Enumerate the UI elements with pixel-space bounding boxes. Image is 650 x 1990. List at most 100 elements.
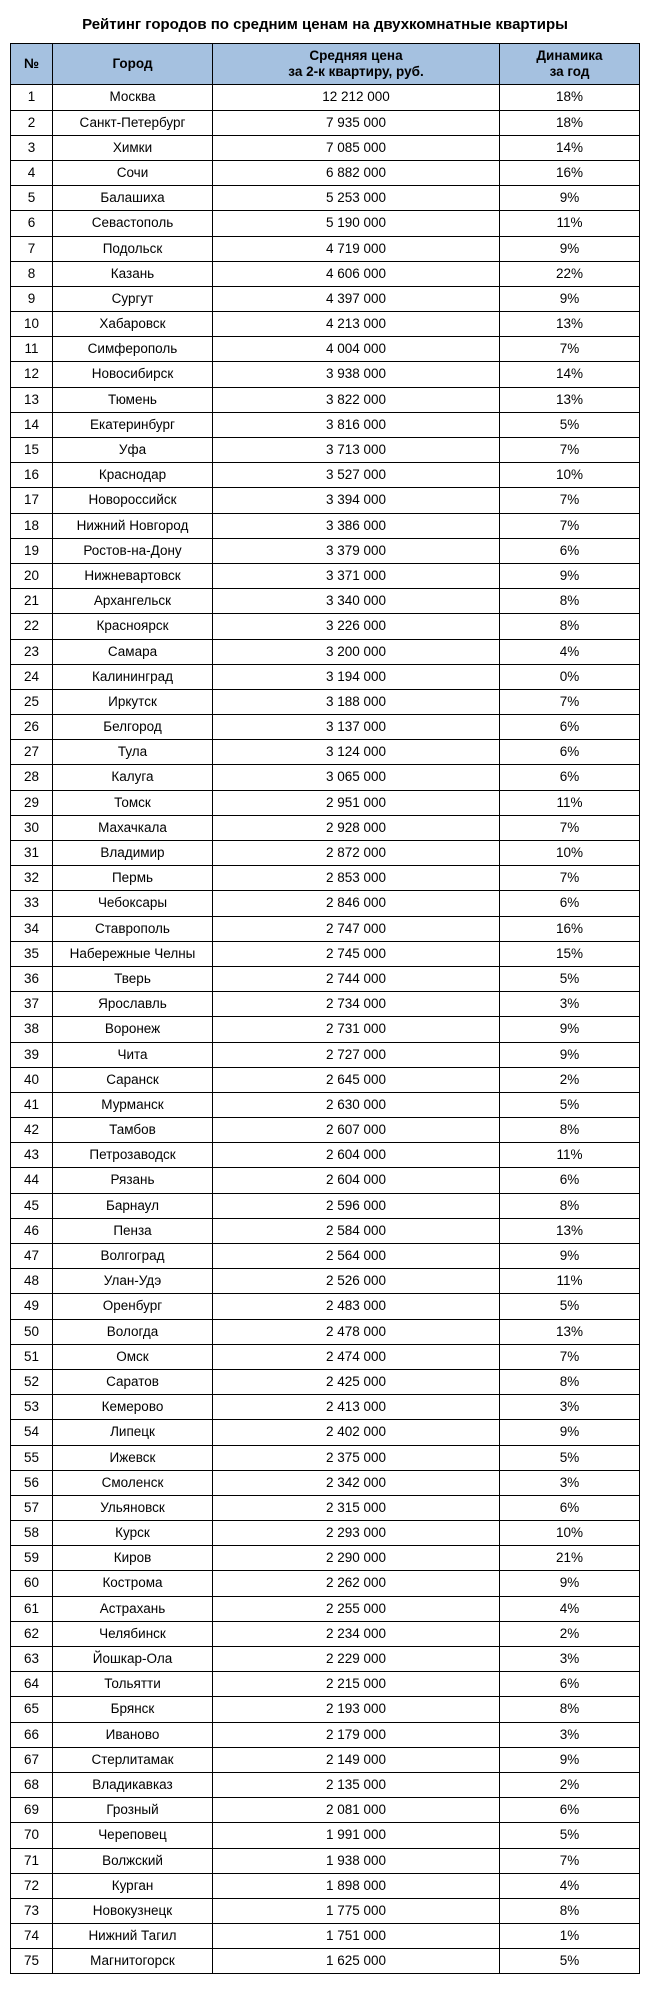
cell-num: 23	[11, 639, 53, 664]
cell-num: 60	[11, 1571, 53, 1596]
cell-num: 26	[11, 715, 53, 740]
cell-dyn: 9%	[500, 1017, 640, 1042]
cell-dyn: 3%	[500, 1470, 640, 1495]
cell-price: 2 607 000	[213, 1118, 500, 1143]
cell-dyn: 18%	[500, 85, 640, 110]
cell-city: Смоленск	[53, 1470, 213, 1495]
table-row: 55Ижевск2 375 0005%	[11, 1445, 640, 1470]
cell-dyn: 6%	[500, 740, 640, 765]
cell-price: 3 386 000	[213, 513, 500, 538]
cell-price: 2 135 000	[213, 1772, 500, 1797]
cell-price: 4 606 000	[213, 261, 500, 286]
table-row: 5Балашиха5 253 0009%	[11, 186, 640, 211]
cell-price: 2 526 000	[213, 1269, 500, 1294]
table-row: 6Севастополь5 190 00011%	[11, 211, 640, 236]
cell-city: Кемерово	[53, 1395, 213, 1420]
cell-city: Ярославль	[53, 992, 213, 1017]
cell-num: 45	[11, 1193, 53, 1218]
table-row: 58Курск2 293 00010%	[11, 1521, 640, 1546]
cell-city: Ставрополь	[53, 916, 213, 941]
cell-price: 2 413 000	[213, 1395, 500, 1420]
table-row: 25Иркутск3 188 0007%	[11, 689, 640, 714]
table-row: 52Саратов2 425 0008%	[11, 1369, 640, 1394]
table-row: 70Череповец1 991 0005%	[11, 1823, 640, 1848]
cell-city: Волгоград	[53, 1244, 213, 1269]
cell-price: 3 713 000	[213, 438, 500, 463]
cell-city: Чита	[53, 1042, 213, 1067]
cell-num: 64	[11, 1672, 53, 1697]
cell-num: 28	[11, 765, 53, 790]
cell-num: 49	[11, 1294, 53, 1319]
cell-price: 2 474 000	[213, 1344, 500, 1369]
cell-price: 3 188 000	[213, 689, 500, 714]
cell-city: Химки	[53, 135, 213, 160]
cell-price: 2 229 000	[213, 1647, 500, 1672]
cell-city: Набережные Челны	[53, 941, 213, 966]
cell-city: Киров	[53, 1546, 213, 1571]
cell-city: Нижний Тагил	[53, 1924, 213, 1949]
cell-dyn: 15%	[500, 941, 640, 966]
table-row: 59Киров2 290 00021%	[11, 1546, 640, 1571]
cell-city: Кострома	[53, 1571, 213, 1596]
cell-dyn: 6%	[500, 715, 640, 740]
table-row: 1Москва12 212 00018%	[11, 85, 640, 110]
cell-num: 44	[11, 1168, 53, 1193]
cell-city: Омск	[53, 1344, 213, 1369]
table-row: 53Кемерово2 413 0003%	[11, 1395, 640, 1420]
cell-price: 6 882 000	[213, 160, 500, 185]
cell-city: Ростов-на-Дону	[53, 538, 213, 563]
table-row: 21Архангельск3 340 0008%	[11, 589, 640, 614]
table-row: 12Новосибирск3 938 00014%	[11, 362, 640, 387]
cell-num: 20	[11, 563, 53, 588]
cell-dyn: 11%	[500, 211, 640, 236]
cell-num: 5	[11, 186, 53, 211]
cell-price: 3 938 000	[213, 362, 500, 387]
cell-num: 51	[11, 1344, 53, 1369]
table-row: 16Краснодар3 527 00010%	[11, 463, 640, 488]
cell-price: 2 747 000	[213, 916, 500, 941]
cell-num: 75	[11, 1949, 53, 1974]
cell-city: Казань	[53, 261, 213, 286]
cell-city: Челябинск	[53, 1621, 213, 1646]
cell-price: 1 938 000	[213, 1848, 500, 1873]
cell-num: 13	[11, 387, 53, 412]
cell-price: 2 872 000	[213, 841, 500, 866]
cell-city: Красноярск	[53, 614, 213, 639]
table-row: 15Уфа3 713 0007%	[11, 438, 640, 463]
cell-num: 42	[11, 1118, 53, 1143]
cell-price: 2 596 000	[213, 1193, 500, 1218]
cell-dyn: 7%	[500, 513, 640, 538]
cell-price: 2 293 000	[213, 1521, 500, 1546]
cell-price: 2 731 000	[213, 1017, 500, 1042]
cell-num: 18	[11, 513, 53, 538]
cell-dyn: 11%	[500, 1269, 640, 1294]
table-row: 65Брянск2 193 0008%	[11, 1697, 640, 1722]
cell-num: 65	[11, 1697, 53, 1722]
cell-price: 12 212 000	[213, 85, 500, 110]
cell-dyn: 6%	[500, 1495, 640, 1520]
cell-dyn: 8%	[500, 1697, 640, 1722]
table-row: 8Казань4 606 00022%	[11, 261, 640, 286]
cell-city: Липецк	[53, 1420, 213, 1445]
cell-dyn: 9%	[500, 1747, 640, 1772]
cell-dyn: 9%	[500, 1420, 640, 1445]
table-row: 18Нижний Новгород3 386 0007%	[11, 513, 640, 538]
cell-price: 3 816 000	[213, 412, 500, 437]
cell-city: Пермь	[53, 866, 213, 891]
cell-city: Магнитогорск	[53, 1949, 213, 1974]
cell-num: 8	[11, 261, 53, 286]
cell-num: 54	[11, 1420, 53, 1445]
cell-city: Улан-Удэ	[53, 1269, 213, 1294]
cell-price: 3 137 000	[213, 715, 500, 740]
cell-num: 11	[11, 337, 53, 362]
cell-price: 2 853 000	[213, 866, 500, 891]
cell-dyn: 14%	[500, 362, 640, 387]
cell-price: 3 340 000	[213, 589, 500, 614]
cell-dyn: 21%	[500, 1546, 640, 1571]
cell-city: Воронеж	[53, 1017, 213, 1042]
cell-num: 33	[11, 891, 53, 916]
table-row: 41Мурманск2 630 0005%	[11, 1092, 640, 1117]
cell-dyn: 16%	[500, 916, 640, 941]
cell-dyn: 7%	[500, 337, 640, 362]
table-row: 39Чита2 727 0009%	[11, 1042, 640, 1067]
